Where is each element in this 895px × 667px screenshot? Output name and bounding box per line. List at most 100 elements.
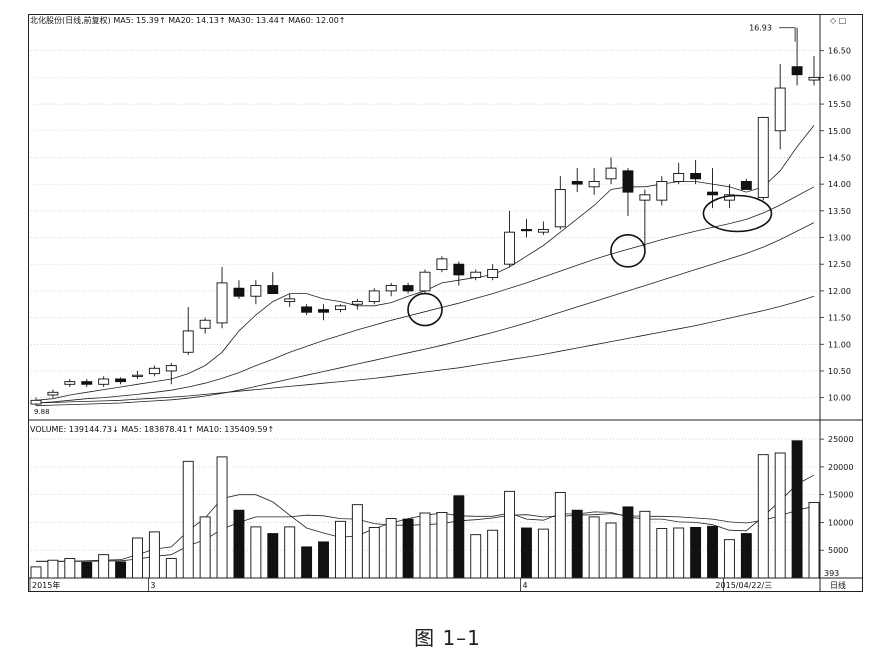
- volume-bar: [250, 526, 262, 579]
- ma-line-ma10: [35, 186, 815, 404]
- toolbar-icons[interactable]: ◇ □: [830, 16, 846, 25]
- peak-price-label: 16.93: [749, 24, 772, 33]
- candle-body: [115, 378, 127, 383]
- candlesticks: [30, 27, 820, 406]
- candle-body: [98, 378, 110, 385]
- legend-vol-ma5: MA5: 183878.41↑: [121, 425, 194, 434]
- candle-body: [537, 229, 549, 233]
- candle-body: [639, 194, 651, 201]
- volume-bar: [368, 526, 380, 579]
- chart-frame: 10.00 10.50 11.00 11.50 12.00 12.50 13.00 13.50…: [28, 14, 863, 592]
- volume-bar: [233, 509, 245, 579]
- volume-bar: [98, 554, 110, 579]
- volume-bar: [64, 558, 76, 579]
- volume-tick-label: 10000: [828, 518, 853, 527]
- date-label: 4: [522, 581, 527, 590]
- candle-body: [233, 287, 245, 297]
- panel-borders: [28, 14, 863, 592]
- candle-body: [554, 189, 566, 228]
- volume-axis-ticks: 5000 10000 15000 20000 25000: [820, 435, 853, 555]
- peak-arrow-icon: [779, 27, 796, 42]
- volume-bar: [707, 525, 718, 579]
- grid-lines: [28, 50, 820, 398]
- volume-bar: [673, 527, 685, 579]
- price-tick-label: 16.00: [828, 73, 851, 82]
- candle-body: [436, 258, 448, 270]
- candle-body: [351, 301, 363, 305]
- stock-name: 北化股份(日线,前复权): [30, 16, 111, 25]
- candle-body: [707, 191, 718, 196]
- price-tick-label: 12.00: [828, 287, 851, 296]
- annotation-circles: [407, 194, 773, 327]
- price-tick-label: 13.00: [828, 234, 851, 243]
- price-axis-ticks: 10.00 10.50 11.00 11.50 12.00 12.50 13.00 13.50…: [820, 47, 851, 403]
- candle-body: [284, 298, 296, 303]
- volume-bar: [554, 491, 566, 579]
- volume-bar: [47, 559, 59, 579]
- volume-bar: [808, 501, 820, 579]
- legend-ma30: MA30: 13.44↑: [228, 16, 286, 25]
- date-unit-label: 日线: [830, 580, 846, 590]
- volume-bar: [30, 566, 42, 579]
- legend-ma60: MA60: 12.00↑: [288, 16, 346, 25]
- annotation-ellipse: [702, 194, 773, 233]
- date-label: 3: [150, 581, 155, 590]
- volume-bar: [504, 490, 516, 579]
- volume-bar: [470, 534, 482, 579]
- annotation-ellipse: [407, 292, 443, 327]
- volume-bar: [132, 537, 143, 579]
- volume-bar: [622, 506, 634, 579]
- candle-body: [504, 231, 516, 265]
- volume-bar: [115, 561, 127, 579]
- candle-body: [656, 181, 668, 201]
- price-tick-label: 15.00: [828, 127, 851, 136]
- volume-tick-label: 5000: [828, 546, 848, 555]
- volume-legend: VOLUME: 139144.73↓ MA5: 183878.41↑ MA10:…: [30, 425, 274, 434]
- candle-body: [334, 305, 346, 311]
- volume-bars: [30, 440, 820, 579]
- candle-body: [791, 66, 803, 76]
- date-label: 2015年: [32, 580, 60, 590]
- annotation-ellipse: [610, 234, 646, 268]
- candle-body: [419, 271, 431, 292]
- volume-tick-label: 25000: [828, 435, 853, 444]
- price-tick-label: 11.50: [828, 314, 851, 323]
- price-legend: 北化股份(日线,前复权) MA5: 15.39↑ MA20: 14.13↑ MA…: [30, 15, 346, 26]
- volume-bar: [419, 512, 431, 579]
- volume-bar: [351, 504, 363, 579]
- volume-bar: [165, 558, 177, 579]
- candle-body: [47, 391, 59, 396]
- date-axis-labels: 2015年 3 4 2015/04/22/三: [29, 578, 772, 592]
- outer-border: [28, 14, 863, 592]
- price-tick-label: 14.50: [828, 153, 851, 162]
- candle-body: [165, 365, 177, 372]
- candle-body: [588, 181, 600, 188]
- ma-line-ma20: [35, 222, 815, 407]
- volume-bar: [267, 533, 279, 579]
- volume-bar: [639, 510, 651, 579]
- volume-bar: [521, 527, 532, 579]
- volume-bar: [605, 522, 617, 579]
- price-tick-label: 16.50: [828, 47, 851, 56]
- volume-tick-label: 15000: [828, 491, 853, 500]
- volume-bar: [571, 509, 583, 579]
- candle-body: [774, 87, 786, 132]
- candle-body: [385, 285, 397, 292]
- figure-caption: 图 1–1: [414, 626, 481, 650]
- candle-body: [487, 269, 499, 278]
- candle-body: [808, 76, 820, 81]
- volume-bar: [588, 516, 600, 579]
- volume-bar: [690, 526, 702, 579]
- volume-tick-label: 20000: [828, 463, 853, 472]
- candle-body: [216, 282, 228, 324]
- candle-body: [521, 229, 532, 232]
- candle-body: [64, 381, 76, 385]
- candle-body: [757, 116, 769, 198]
- candle-body: [605, 167, 617, 180]
- price-tick-label: 15.50: [828, 100, 851, 109]
- ma-line-ma60: [35, 295, 815, 404]
- volume-bar: [757, 454, 769, 579]
- volume-bar: [216, 456, 228, 579]
- volume-bar: [81, 561, 93, 579]
- volume-bar: [199, 516, 211, 579]
